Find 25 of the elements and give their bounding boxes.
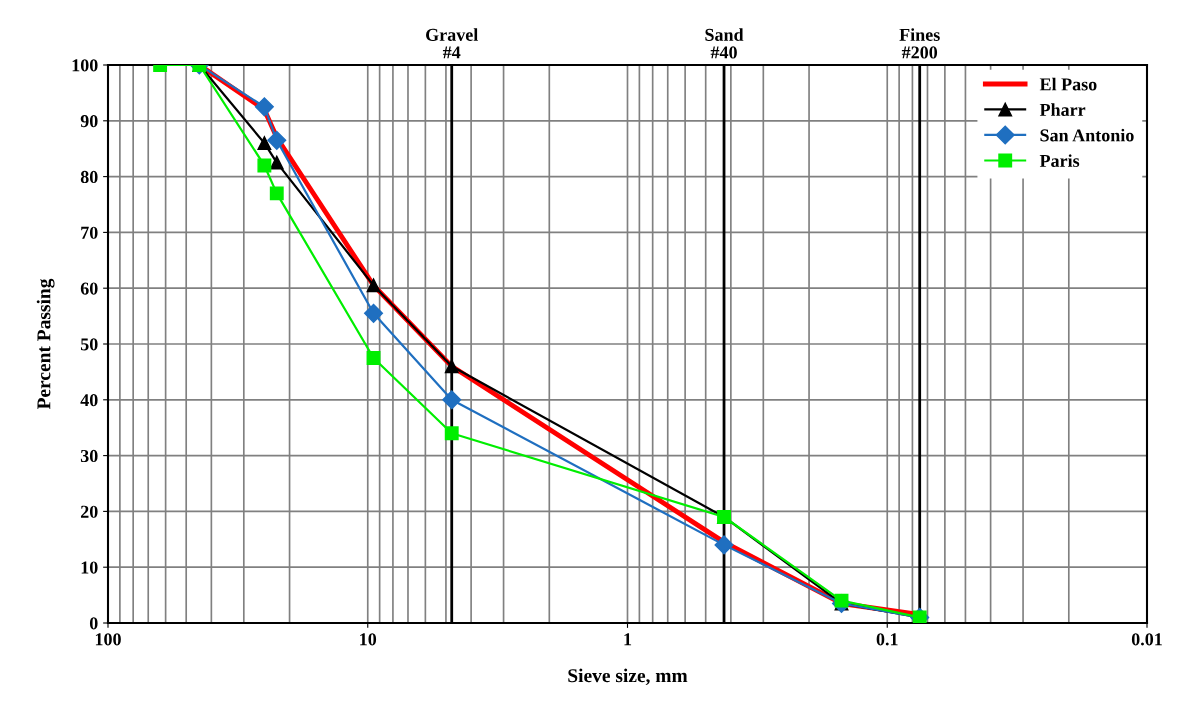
y-tick-label: 60 [80,282,98,295]
legend-label: Paris [1039,154,1080,167]
y-tick-label: 10 [81,561,98,574]
x-tick-label: 100 [95,633,121,646]
y-tick-label: 30 [80,449,98,463]
x-tick-label: 0.01 [1131,633,1162,646]
ref-line-label: Gravel #4 [426,28,478,59]
legend-label: Pharr [1039,103,1086,116]
x-axis-title: Sieve size, mm [568,668,688,686]
y-tick-label: 40 [80,394,98,407]
y-tick-label: 0 [89,617,98,630]
y-tick-label: 80 [80,170,98,184]
ref-line-label: Fines #200 [899,28,940,59]
legend-label: San Antonio [1040,128,1134,142]
ref-line-label: Sand #40 [705,28,744,59]
y-tick-label: 50 [80,338,98,351]
y-axis-title: Percent Passing [36,278,55,410]
legend-label: El Paso [1039,77,1097,91]
y-tick-label: 70 [81,226,98,239]
x-tick-label: 0.1 [876,633,898,646]
x-tick-label: 10 [360,633,377,646]
y-tick-label: 20 [80,505,98,518]
y-tick-label: 90 [80,115,98,128]
y-tick-label: 100 [72,59,98,72]
x-tick-label: 1 [624,633,632,646]
